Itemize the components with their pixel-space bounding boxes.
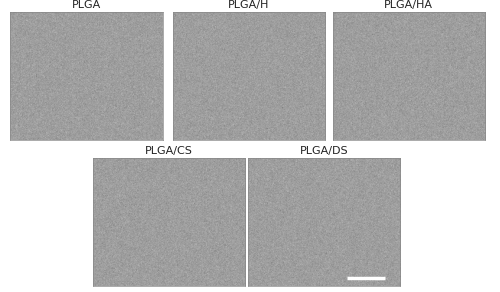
Title: PLGA: PLGA (72, 0, 101, 10)
Title: PLGA/CS: PLGA/CS (145, 145, 192, 156)
Title: PLGA/DS: PLGA/DS (300, 145, 348, 156)
Title: PLGA/H: PLGA/H (228, 0, 270, 10)
Title: PLGA/HA: PLGA/HA (384, 0, 433, 10)
